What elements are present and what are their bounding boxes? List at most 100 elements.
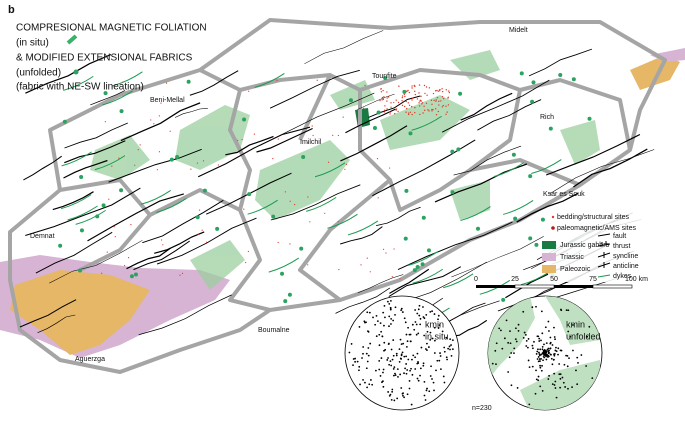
point <box>411 323 414 326</box>
point <box>362 346 365 348</box>
point <box>548 330 550 332</box>
site <box>395 99 397 101</box>
site <box>421 103 423 105</box>
point <box>404 367 407 370</box>
site <box>403 105 406 108</box>
fault <box>545 133 641 176</box>
place-label: Rich <box>540 114 554 121</box>
fault <box>120 102 201 142</box>
site <box>403 93 406 96</box>
site <box>397 101 400 104</box>
point <box>438 324 441 327</box>
point <box>402 394 404 397</box>
site <box>403 236 408 241</box>
point <box>567 309 570 312</box>
point <box>531 365 534 368</box>
point <box>386 300 389 303</box>
site <box>364 84 366 86</box>
site <box>332 134 334 136</box>
site <box>134 164 136 166</box>
point <box>437 327 440 329</box>
dyke <box>531 159 562 175</box>
point <box>400 387 403 389</box>
site <box>104 121 106 123</box>
site <box>399 278 401 280</box>
site <box>129 274 134 279</box>
point <box>379 375 382 377</box>
place-label: Ksar es Souk <box>543 191 585 198</box>
point <box>378 344 381 347</box>
scale-label: 25 <box>511 276 519 283</box>
point <box>555 350 558 353</box>
point <box>393 366 396 369</box>
site <box>422 112 424 114</box>
point <box>405 363 408 365</box>
site <box>376 110 381 115</box>
site <box>386 108 388 110</box>
point <box>567 330 570 333</box>
site <box>150 119 152 121</box>
point <box>537 335 540 338</box>
point <box>524 333 527 336</box>
point <box>403 396 405 399</box>
point <box>394 306 397 309</box>
fault <box>133 240 190 271</box>
point <box>543 343 545 346</box>
fault <box>23 155 62 181</box>
fault <box>451 236 544 278</box>
point <box>451 348 454 351</box>
point <box>387 357 389 359</box>
point <box>417 379 420 382</box>
point <box>498 327 501 330</box>
site <box>421 102 424 104</box>
site <box>277 138 279 140</box>
point <box>380 330 383 333</box>
site <box>397 110 399 113</box>
point <box>516 387 519 389</box>
site <box>245 261 247 264</box>
point <box>433 389 435 392</box>
places: Midelt Tounfite Beni-Mellal Imilchil Ric… <box>30 27 585 363</box>
stereonet-title: kmin <box>425 319 444 329</box>
point <box>352 364 354 366</box>
point <box>392 354 395 357</box>
fault <box>357 274 404 294</box>
point <box>408 379 411 382</box>
site <box>447 104 450 106</box>
point <box>449 348 451 351</box>
stereonet-points <box>348 300 454 406</box>
site <box>445 105 447 107</box>
fault <box>389 268 430 294</box>
point <box>514 338 517 341</box>
point <box>375 314 378 317</box>
point <box>404 321 407 324</box>
site <box>79 228 84 233</box>
dyke <box>268 257 299 273</box>
point <box>418 314 421 317</box>
point <box>381 381 383 384</box>
place-label: Midelt <box>509 27 528 34</box>
point <box>566 365 569 368</box>
point <box>545 350 548 353</box>
site <box>198 209 201 211</box>
point <box>359 383 361 386</box>
point <box>442 375 445 378</box>
point <box>410 367 412 370</box>
site <box>383 111 385 113</box>
point <box>348 351 351 354</box>
site <box>414 106 416 109</box>
point <box>375 335 378 338</box>
point <box>366 360 369 363</box>
legend-swatch <box>551 215 555 219</box>
site <box>401 100 403 102</box>
point <box>399 373 402 376</box>
fault <box>25 187 141 236</box>
site <box>408 113 410 116</box>
point <box>551 363 554 366</box>
fault <box>25 54 112 94</box>
site <box>127 257 130 259</box>
site <box>418 105 421 107</box>
point <box>425 389 428 392</box>
site <box>448 90 450 92</box>
site <box>181 272 184 274</box>
